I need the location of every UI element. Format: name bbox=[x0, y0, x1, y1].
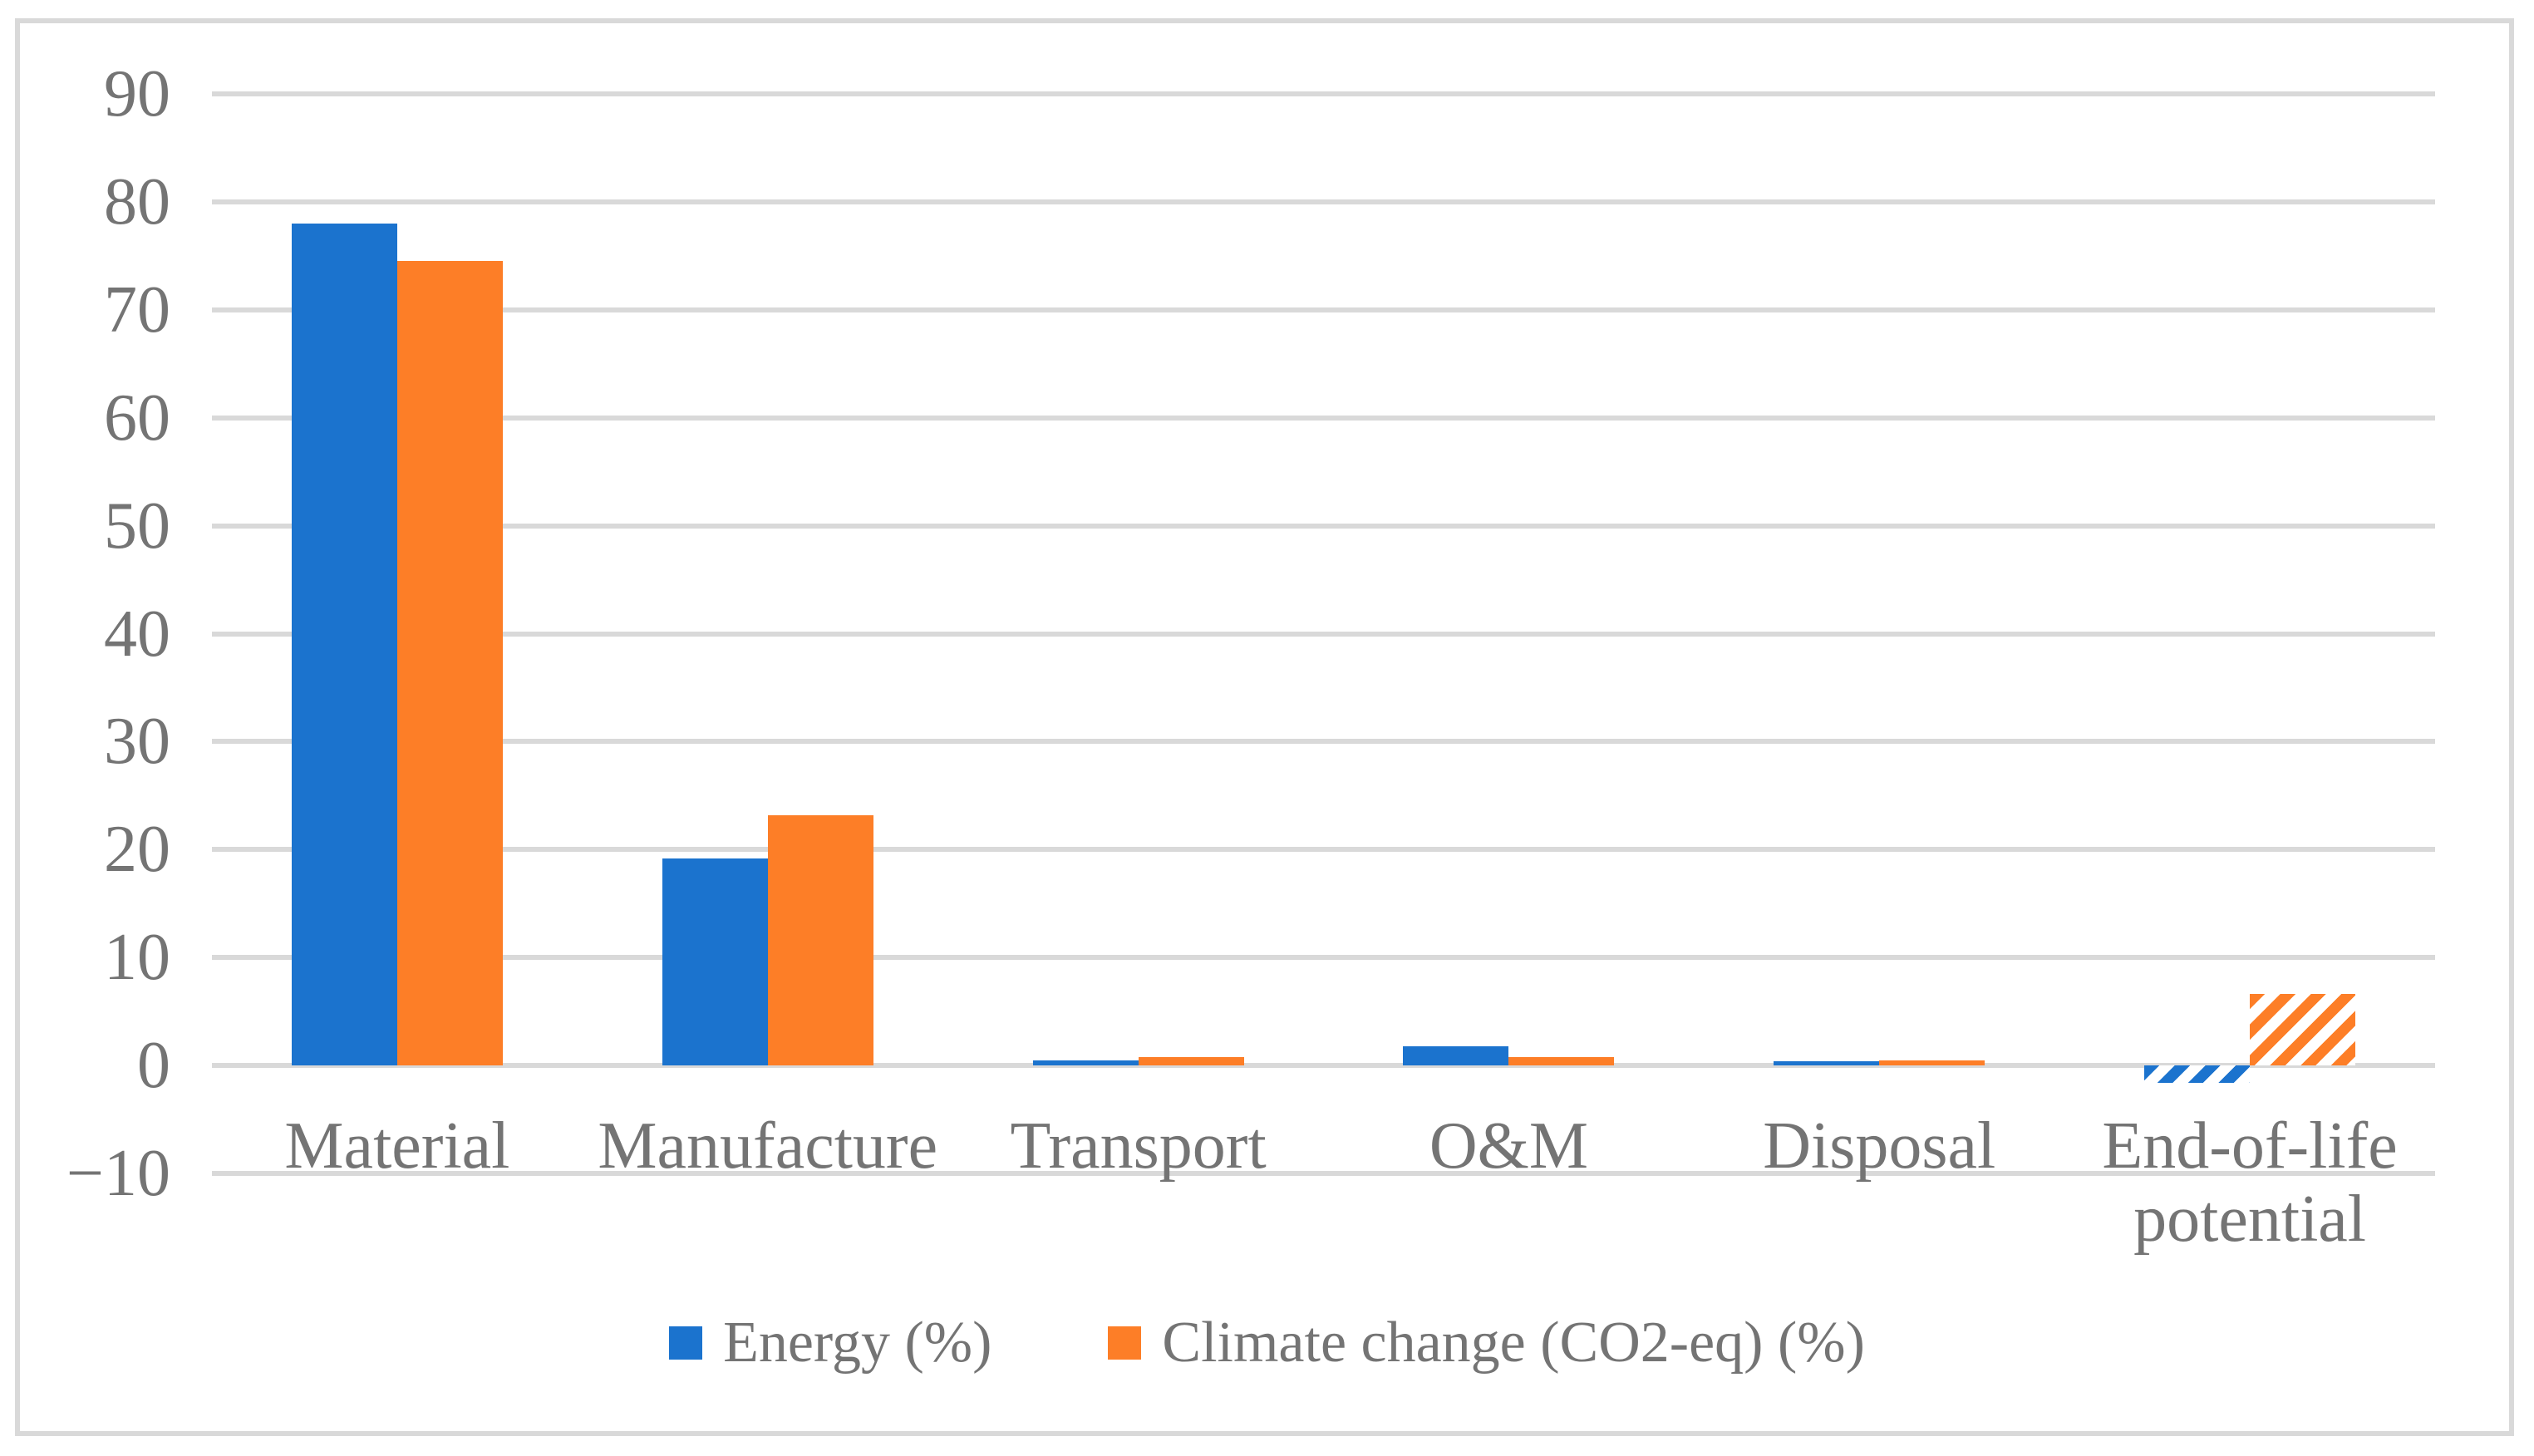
gridline--10 bbox=[212, 1171, 2435, 1176]
gridline-80 bbox=[212, 199, 2435, 204]
bar-climate-change-co2-eq-o-m bbox=[1508, 1056, 1615, 1066]
legend: Energy (%) Climate change (CO2-eq) (%) bbox=[0, 1311, 2534, 1375]
y-tick-label-20: 20 bbox=[104, 813, 170, 887]
bar-climate-change-co2-eq-manufacture bbox=[767, 814, 873, 1066]
y-tick-label-90: 90 bbox=[104, 57, 170, 130]
x-category-label-material: Material bbox=[284, 1109, 510, 1183]
x-category-label-end-of-life-potential: End-of-life potential bbox=[2102, 1109, 2398, 1256]
y-tick-label-80: 80 bbox=[104, 165, 170, 239]
y-tick-label-40: 40 bbox=[104, 597, 170, 671]
y-tick-label--10: −10 bbox=[66, 1137, 170, 1210]
legend-item-climate-change-co2-eq: Climate change (CO2-eq) (%) bbox=[1108, 1311, 1865, 1375]
legend-label: Climate change (CO2-eq) (%) bbox=[1162, 1311, 1865, 1375]
bar-energy-material bbox=[291, 223, 397, 1066]
y-tick-label-70: 70 bbox=[104, 273, 170, 347]
x-category-label-transport: Transport bbox=[1010, 1109, 1267, 1183]
gridline-10 bbox=[212, 955, 2435, 961]
legend-color-swatch-icon bbox=[669, 1326, 703, 1360]
y-tick-label-50: 50 bbox=[104, 489, 170, 563]
legend-item-energy: Energy (%) bbox=[669, 1311, 991, 1375]
y-tick-label-30: 30 bbox=[104, 705, 170, 779]
x-category-label-o-m: O&M bbox=[1429, 1109, 1588, 1183]
bar-climate-change-co2-eq-disposal bbox=[1879, 1060, 1985, 1066]
gridline-60 bbox=[212, 415, 2435, 421]
bar-climate-change-co2-eq-transport bbox=[1138, 1056, 1244, 1066]
plot-area bbox=[212, 91, 2435, 1176]
gridline-30 bbox=[212, 739, 2435, 745]
bar-energy-disposal bbox=[1774, 1060, 1880, 1066]
bar-climate-change-co2-eq-end-of-life-potential bbox=[2250, 994, 2356, 1066]
gridline-90 bbox=[212, 91, 2435, 96]
bar-energy-transport bbox=[1032, 1060, 1139, 1066]
bar-energy-o-m bbox=[1403, 1045, 1509, 1066]
legend-color-swatch-icon bbox=[1108, 1326, 1142, 1360]
chart-border-frame bbox=[15, 18, 2514, 1436]
gridline-0 bbox=[212, 1063, 2435, 1069]
gridline-70 bbox=[212, 307, 2435, 312]
y-tick-label-10: 10 bbox=[104, 921, 170, 995]
gridline-40 bbox=[212, 631, 2435, 637]
gridline-20 bbox=[212, 847, 2435, 853]
y-tick-label-60: 60 bbox=[104, 381, 170, 455]
bar-energy-end-of-life-potential bbox=[2144, 1065, 2251, 1083]
bar-energy-manufacture bbox=[662, 858, 768, 1066]
bar-climate-change-co2-eq-material bbox=[396, 261, 503, 1066]
x-category-label-disposal: Disposal bbox=[1763, 1109, 1996, 1183]
gridline-50 bbox=[212, 523, 2435, 529]
x-category-label-manufacture: Manufacture bbox=[598, 1109, 938, 1183]
legend-label: Energy (%) bbox=[723, 1311, 992, 1375]
y-tick-label-0: 0 bbox=[137, 1029, 170, 1103]
